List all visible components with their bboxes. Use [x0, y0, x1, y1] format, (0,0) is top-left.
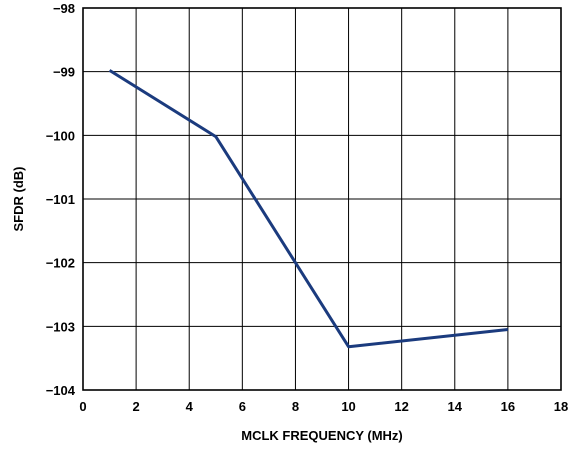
- y-tick-labels: −98 −99 −100 −101 −102 −103 −104: [46, 1, 76, 398]
- plot-frame: [82, 7, 562, 391]
- y-tick-label: −98: [53, 1, 75, 16]
- x-tick-label: 14: [448, 399, 463, 414]
- x-tick-label: 10: [341, 399, 355, 414]
- y-tick-label: −103: [46, 319, 75, 334]
- x-tick-label: 12: [394, 399, 408, 414]
- x-tick-label: 0: [79, 399, 86, 414]
- x-tick-labels: 0 2 4 6 8 10 12 14 16 18: [79, 399, 568, 414]
- x-tick-label: 2: [132, 399, 139, 414]
- x-axis-label: MCLK FREQUENCY (MHz): [241, 428, 403, 443]
- x-tick-label: 18: [554, 399, 568, 414]
- x-tick-label: 6: [239, 399, 246, 414]
- x-tick-label: 16: [501, 399, 515, 414]
- series-layer: [108, 69, 509, 349]
- y-tick-label: −102: [46, 256, 75, 271]
- x-tick-label: 4: [186, 399, 194, 414]
- y-tick-label: −100: [46, 128, 75, 143]
- y-tick-label: −101: [46, 192, 75, 207]
- x-tick-label: 8: [292, 399, 299, 414]
- sfdr-series-line: [108, 69, 509, 349]
- y-tick-label: −104: [46, 383, 76, 398]
- y-tick-label: −99: [53, 65, 75, 80]
- y-axis-label: SFDR (dB): [11, 167, 26, 232]
